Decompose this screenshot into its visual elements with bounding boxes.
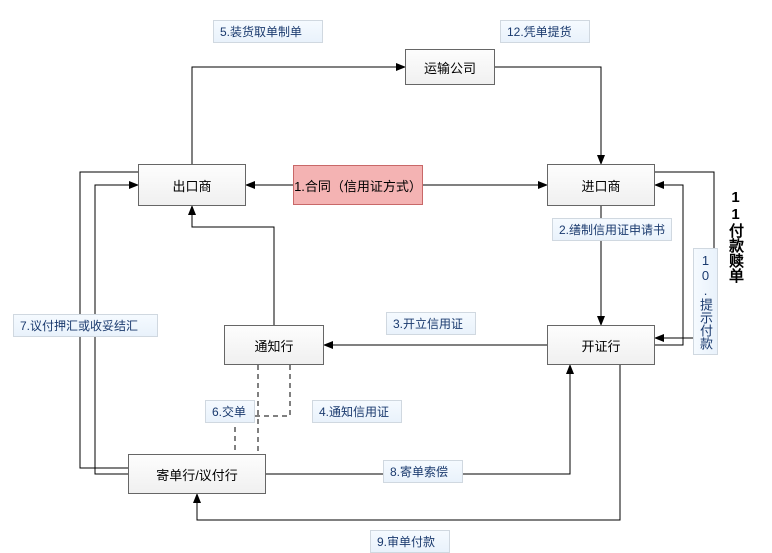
node-label: 1.合同（信用证方式） [294,176,422,195]
label-12: 12.凭单提货 [500,20,590,43]
node-contract: 1.合同（信用证方式） [293,165,423,205]
node-negotiating: 寄单行/议付行 [128,454,266,494]
node-label: 进口商 [581,176,620,195]
label-7: 7.议付押汇或收妥结汇 [13,314,158,337]
node-shipping: 运输公司 [405,49,495,85]
node-importer: 进口商 [547,164,655,206]
flowchart-canvas: 运输公司 出口商 1.合同（信用证方式） 进口商 通知行 开证行 寄单行/议付行… [0,0,772,552]
node-label: 开证行 [581,336,620,355]
node-label: 通知行 [254,336,293,355]
node-exporter: 出口商 [138,164,246,206]
label-3: 3.开立信用证 [386,312,476,335]
label-10: 10.提示付款 [693,248,718,355]
node-label: 寄单行/议付行 [156,465,238,484]
label-4: 4.通知信用证 [312,400,402,423]
label-11: 11付款赎单 [723,185,748,287]
label-8: 8.寄单索偿 [383,460,463,483]
label-2: 2.缮制信用证申请书 [552,218,672,241]
node-issuing: 开证行 [547,325,655,365]
label-5: 5.装货取单制单 [213,20,323,43]
label-6: 6.交单 [205,400,255,423]
node-advising: 通知行 [224,325,324,365]
node-label: 出口商 [172,176,211,195]
label-9: 9.审单付款 [370,530,450,553]
node-label: 运输公司 [424,58,476,77]
